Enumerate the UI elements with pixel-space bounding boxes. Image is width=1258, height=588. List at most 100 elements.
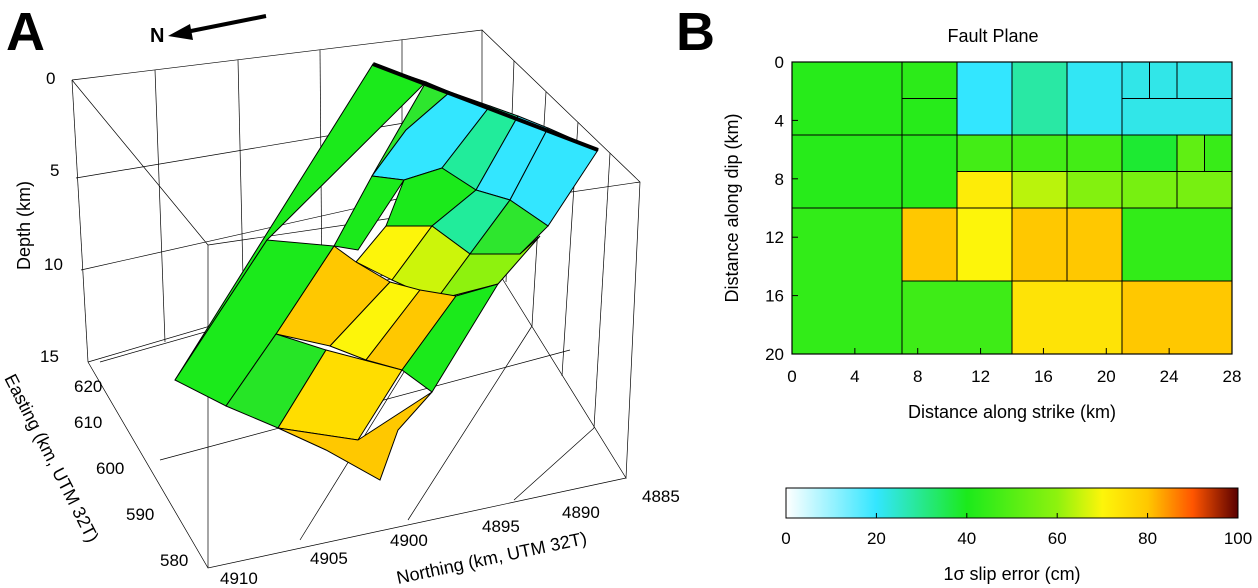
right-wall-frame	[481, 29, 641, 480]
depth-tick: 15	[40, 347, 59, 366]
heatmap-patch	[901, 280, 1013, 355]
heatmap-patch	[1204, 134, 1233, 172]
north-arrow-head	[168, 24, 193, 40]
x-tick-label: 12	[971, 367, 990, 386]
heatmap-patch	[791, 207, 903, 355]
heatmap-patch	[1011, 61, 1068, 136]
colorbar-tick-label: 80	[1138, 529, 1157, 548]
grid-floor-4	[407, 325, 533, 521]
patch-3d	[434, 235, 541, 301]
heatmap-frame	[791, 61, 1233, 355]
x-tick-label: 24	[1160, 367, 1179, 386]
colorbar-label: 1σ slip error (cm)	[943, 564, 1080, 584]
colorbar-gradient	[785, 487, 1239, 519]
depth-axis-label: Depth (km)	[14, 181, 34, 270]
heatmap-patch	[1066, 61, 1123, 136]
heatmap-patch	[1121, 207, 1233, 282]
north-arrow-label: N	[150, 25, 164, 47]
x-tick-label: 20	[1097, 367, 1116, 386]
heatmap-patch	[1176, 61, 1233, 99]
easting-tick: 580	[160, 551, 188, 570]
heatmap-patch	[791, 61, 903, 136]
fault-plane-3d	[174, 62, 599, 481]
depth-tick: 10	[44, 255, 63, 274]
heatmap-patch	[1121, 98, 1233, 136]
depth-tick: 5	[50, 161, 59, 180]
front-left-vertical	[71, 79, 209, 568]
northing-tick: 4885	[642, 487, 680, 506]
heatmap-y-label: Distance along dip (km)	[722, 113, 742, 302]
panel-a: A N	[0, 2, 679, 588]
heatmap-patch	[956, 171, 1013, 209]
north-arrow: N	[150, 14, 267, 47]
colorbar-ticks: 0 20 40 60 80 100	[781, 513, 1252, 548]
heatmap-patch	[1011, 171, 1068, 209]
heatmap-patch	[956, 61, 1013, 136]
heatmap-patch	[1011, 134, 1068, 172]
colorbar-tick-label: 40	[957, 529, 976, 548]
x-tick-label: 28	[1223, 367, 1242, 386]
heatmap-patches	[791, 61, 1233, 355]
heatmap-patch	[901, 134, 958, 209]
heatmap-patch	[1121, 134, 1178, 172]
northing-tick: 4895	[482, 517, 520, 536]
heatmap-patch	[1176, 171, 1233, 209]
grid-right-4	[593, 152, 611, 429]
colorbar-tick-label: 20	[867, 529, 886, 548]
north-arrow-shaft	[185, 14, 267, 34]
fault-top-edge	[372, 62, 599, 152]
easting-tick: 610	[74, 413, 102, 432]
y-tick-label: 8	[775, 170, 784, 189]
heatmap-patch	[1066, 134, 1123, 172]
heatmap-patch	[1121, 171, 1178, 209]
heatmap-patch	[1066, 171, 1123, 209]
y-tick-label: 0	[775, 53, 784, 72]
colorbar-tick-label: 60	[1048, 529, 1067, 548]
easting-axis-label: Easting (km, UTM 32T)	[0, 371, 102, 546]
y-tick-label: 4	[775, 111, 784, 130]
heatmap-patch	[1149, 61, 1178, 99]
easting-tick: 590	[126, 505, 154, 524]
northing-tick: 4910	[220, 569, 258, 588]
grid-back-1	[154, 69, 166, 343]
x-tick-label: 4	[850, 367, 859, 386]
panel-b-letter: B	[676, 2, 715, 62]
easting-tick: 620	[74, 377, 102, 396]
northing-tick: 4905	[310, 549, 348, 568]
heatmap-patch	[956, 134, 1013, 172]
fault-plane-title: Fault Plane	[947, 26, 1038, 46]
depth-tick: 0	[46, 69, 55, 88]
heatmap-patch	[791, 134, 903, 209]
heatmap-patch	[1176, 134, 1205, 172]
heatmap-patch	[901, 61, 958, 99]
heatmap-patch	[1011, 280, 1123, 355]
easting-axis: 620 610 600 590 580 Easting (km, UTM 32T…	[0, 371, 188, 570]
easting-tick: 600	[96, 459, 124, 478]
heatmap-patch	[1011, 207, 1068, 282]
x-tick-label: 0	[787, 367, 796, 386]
heatmap-y-axis: 0 4 8 12 16 20	[765, 53, 798, 364]
y-tick-label: 20	[765, 345, 784, 364]
heatmap-patch	[1066, 207, 1123, 282]
northing-tick: 4900	[390, 531, 428, 550]
x-tick-label: 8	[913, 367, 922, 386]
x-tick-label: 16	[1034, 367, 1053, 386]
colorbar-tick-label: 0	[781, 529, 790, 548]
heatmap-patch	[901, 98, 958, 136]
y-tick-label: 16	[765, 287, 784, 306]
heatmap-x-axis: 0 4 8 12 16 20 24 28	[787, 348, 1241, 386]
heatmap-patch	[1121, 61, 1150, 99]
back-left-edge	[71, 79, 89, 363]
patch-3d	[333, 175, 405, 251]
heatmap-patch	[956, 207, 1013, 282]
heatmap-x-label: Distance along strike (km)	[908, 402, 1116, 422]
patch-3d	[277, 391, 433, 481]
patch-3d	[174, 239, 335, 407]
colorbar: 0 20 40 60 80 100 1σ slip error (cm)	[781, 487, 1252, 584]
grid-floor-5	[513, 427, 595, 501]
panel-b: B Fault Plane 0 4 8 12 16 20 24 28 0 4 8 12 16 20 Di…	[676, 2, 1241, 422]
northing-tick: 4890	[562, 503, 600, 522]
colorbar-tick-label: 100	[1224, 529, 1252, 548]
depth-axis: 0 5 10 15 Depth (km)	[14, 69, 63, 366]
